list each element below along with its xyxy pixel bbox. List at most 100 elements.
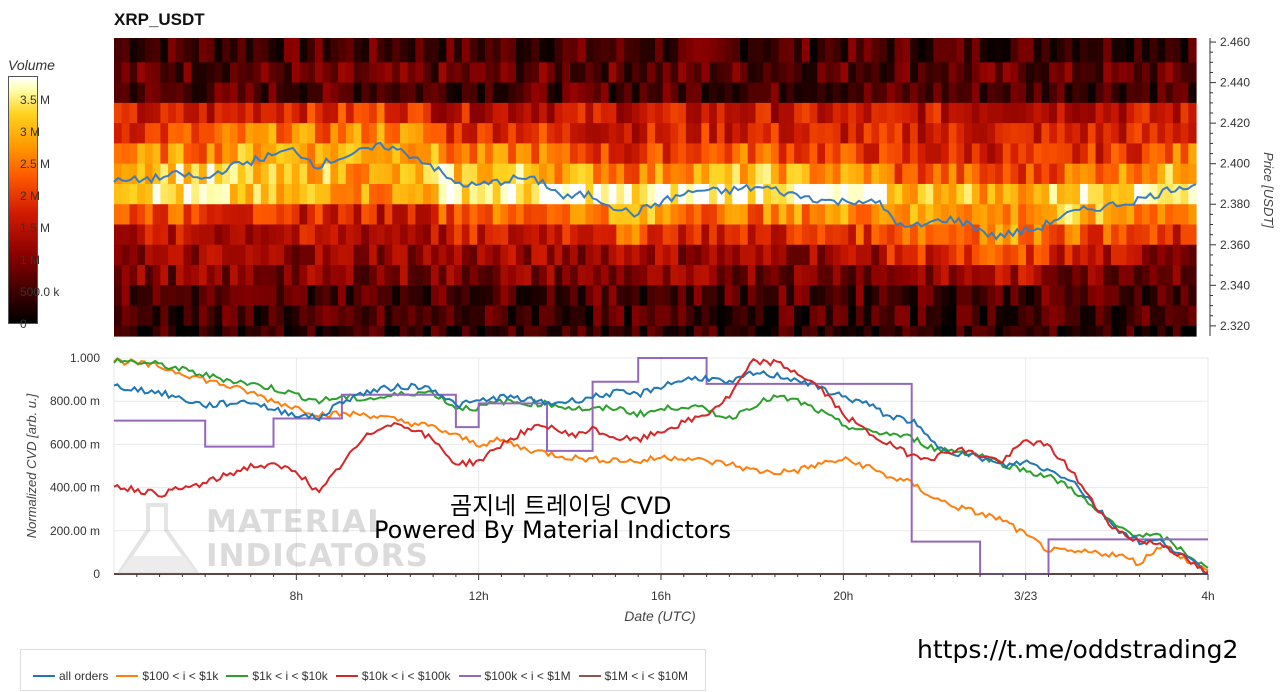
heatmap-cell [384, 123, 393, 145]
heatmap-cell [454, 123, 463, 145]
legend-item[interactable]: $1k < i < $10k [226, 669, 328, 683]
heatmap-cell [631, 163, 641, 185]
heatmap-cell [655, 62, 664, 84]
heatmap-cell [121, 204, 131, 226]
heatmap-cell [415, 285, 424, 307]
heatmap-cell [415, 82, 424, 104]
heatmap-cell [693, 305, 702, 327]
heatmap-cell [253, 183, 262, 205]
heatmap-cell [353, 62, 362, 84]
heatmap-cell [1188, 38, 1197, 63]
heatmap-cell [214, 244, 223, 266]
heatmap-cell [175, 62, 185, 84]
heatmap-cell [392, 82, 401, 104]
heatmap-cell [338, 82, 347, 104]
heatmap-cell [971, 102, 981, 124]
heatmap-cell [817, 62, 826, 84]
heatmap-cell [701, 163, 710, 185]
legend-item[interactable]: all orders [33, 669, 108, 683]
heatmap-cell [724, 305, 733, 327]
heatmap-cell [430, 143, 440, 165]
heatmap-cell [361, 204, 370, 226]
heatmap-cell [1172, 285, 1182, 307]
heatmap-cell [770, 183, 780, 205]
heatmap-cell [237, 244, 246, 266]
colorbar-tick: 3 M [20, 125, 41, 139]
legend-swatch [226, 675, 249, 677]
heatmap-cell [1064, 325, 1073, 337]
heatmap-cell [554, 204, 563, 226]
heatmap-cell [662, 325, 672, 337]
heatmap-cell [160, 325, 169, 337]
legend-swatch [33, 675, 55, 677]
heatmap-cell [1157, 82, 1166, 104]
heatmap-cell [245, 265, 254, 286]
heatmap-cell [330, 123, 339, 145]
heatmap-cell [229, 82, 239, 104]
heatmap-cell [144, 305, 154, 327]
legend-item[interactable]: $100k < i < $1M [458, 669, 571, 683]
cvd-y-tick-label: 1.000 [70, 351, 100, 365]
heatmap-cell [268, 123, 277, 145]
heatmap-cell [1064, 285, 1073, 307]
legend-item[interactable]: $10k < i < $100k [335, 669, 451, 683]
heatmap-cell [871, 285, 880, 307]
heatmap-cell [438, 102, 447, 124]
heatmap-cell [152, 265, 161, 286]
heatmap-cell [314, 265, 324, 286]
heatmap-cell [639, 224, 648, 246]
heatmap-cell [863, 38, 872, 63]
heatmap-cell [1180, 62, 1189, 84]
telegram-link[interactable]: https://t.me/oddstrading2 [917, 635, 1239, 664]
heatmap-cell [492, 82, 502, 104]
heatmap-cell [508, 305, 517, 327]
heatmap-cell [569, 62, 579, 84]
heatmap-cell [229, 244, 239, 266]
legend-item[interactable]: $1M < i < $10M [578, 669, 688, 683]
heatmap-cell [1064, 183, 1073, 205]
legend-label: $1M < i < $10M [604, 669, 688, 683]
heatmap-cell [569, 224, 579, 246]
heatmap-cell [1149, 244, 1158, 266]
heatmap-cell [523, 244, 532, 266]
heatmap-cell [268, 244, 277, 266]
heatmap-cell [585, 102, 594, 124]
heatmap-cell [948, 224, 958, 246]
heatmap-cell [879, 102, 888, 124]
heatmap-cell [724, 82, 733, 104]
heatmap-cell [616, 265, 625, 286]
heatmap-cell [801, 62, 811, 84]
heatmap-cell [423, 224, 432, 246]
heatmap-cell [1180, 163, 1189, 185]
heatmap-cell [585, 325, 594, 337]
heatmap-cell [840, 305, 849, 327]
heatmap-cell [446, 305, 455, 327]
heatmap-cell [1056, 305, 1066, 327]
heatmap-cell [832, 285, 842, 307]
heatmap-cell [446, 183, 455, 205]
heatmap-cell [268, 204, 277, 226]
heatmap-cell [747, 183, 757, 205]
heatmap-cell [237, 123, 246, 145]
heatmap-cell [825, 163, 834, 185]
heatmap-cell [129, 183, 138, 205]
heatmap-cell [361, 163, 370, 185]
heatmap-cell [940, 244, 950, 266]
heatmap-cell [1033, 285, 1043, 307]
heatmap-cell [1103, 285, 1112, 307]
heatmap-cell [639, 62, 648, 84]
heatmap-cell [956, 305, 965, 327]
heatmap-cell [1056, 123, 1066, 145]
heatmap-cell [546, 143, 556, 165]
heatmap-cell [477, 82, 486, 104]
heatmap-cell [940, 163, 950, 185]
heatmap-cell [894, 62, 903, 84]
legend-item[interactable]: $100 < i < $1k [116, 669, 218, 683]
heatmap-cell [786, 123, 795, 145]
heatmap-cell [616, 325, 625, 337]
heatmap-cell [593, 325, 602, 337]
heatmap-cell [260, 244, 270, 266]
heatmap-cell [114, 265, 123, 286]
heatmap-cell [794, 38, 803, 63]
